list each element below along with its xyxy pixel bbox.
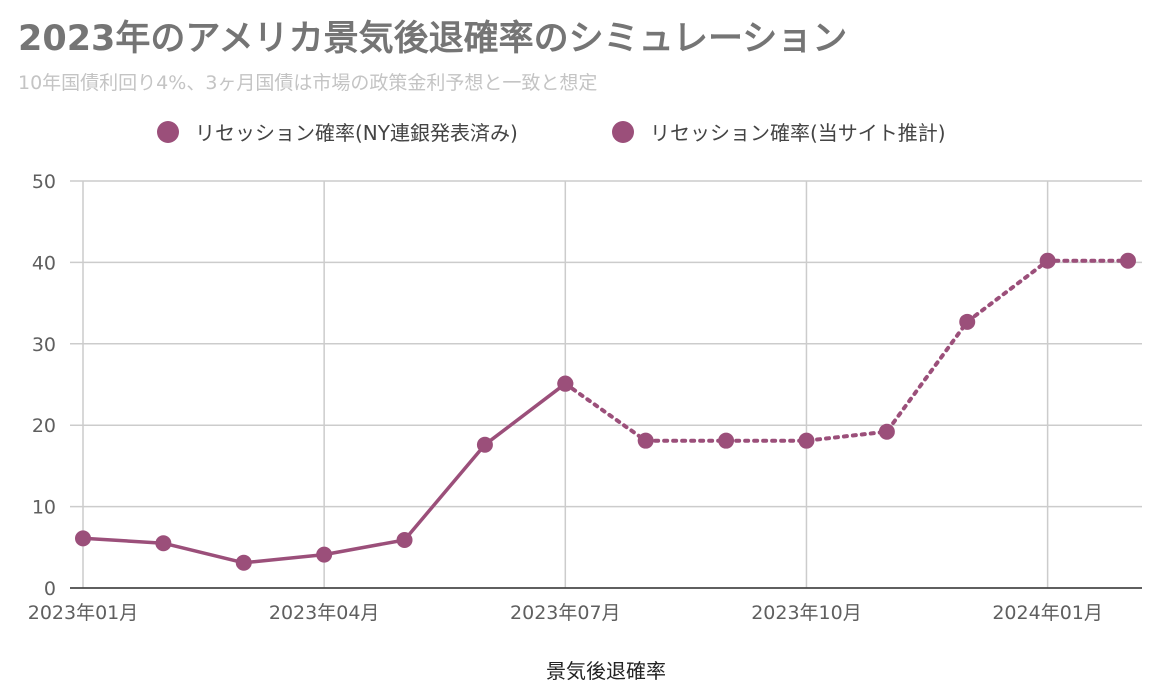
y-tick-label: 10 (32, 497, 56, 519)
legend-marker (612, 121, 634, 143)
data-point[interactable] (637, 432, 654, 449)
x-tick-label: 2023年10月 (751, 602, 862, 624)
series-lines (82, 258, 1130, 565)
y-tick-label: 50 (32, 171, 56, 193)
legend: リセッション確率(NY連銀発表済み) リセッション確率(当サイト推計) (157, 121, 946, 145)
series-points (75, 252, 1136, 571)
x-axis-ticks: 2023年01月 2023年04月 2023年07月 2023年10月 2024年01月 (28, 602, 1103, 624)
chart-subtitle: 10年国債利回り4%、3ヶ月国債は市場の政策金利予想と一致と想定 (18, 72, 598, 94)
data-point[interactable] (798, 432, 815, 449)
data-point[interactable] (75, 530, 91, 547)
data-point[interactable] (476, 436, 493, 453)
y-tick-label: 20 (32, 415, 56, 437)
y-axis-ticks: 0 10 20 30 40 50 (32, 171, 56, 600)
y-tick-label: 0 (44, 578, 56, 600)
data-point[interactable] (316, 546, 333, 563)
legend-label: リセッション確率(NY連銀発表済み) (195, 121, 518, 145)
legend-marker (157, 121, 179, 143)
x-tick-label: 2023年01月 (28, 602, 139, 624)
series-line-1 (563, 258, 1130, 443)
data-point[interactable] (155, 535, 172, 552)
legend-label: リセッション確率(当サイト推計) (650, 121, 946, 145)
data-point[interactable] (878, 423, 895, 440)
x-tick-label: 2024年01月 (992, 602, 1103, 624)
data-point[interactable] (1120, 252, 1136, 269)
data-point[interactable] (718, 432, 735, 449)
grid-lines (70, 180, 1142, 589)
data-point[interactable] (235, 554, 252, 571)
data-point[interactable] (959, 313, 976, 330)
x-tick-label: 2023年07月 (510, 602, 621, 624)
y-tick-label: 40 (32, 252, 56, 274)
x-tick-label: 2023年04月 (269, 602, 380, 624)
data-point[interactable] (557, 375, 574, 392)
data-point[interactable] (396, 531, 413, 548)
x-axis-label: 景気後退確率 (546, 659, 666, 683)
data-point[interactable] (1039, 252, 1056, 269)
y-tick-label: 30 (32, 334, 56, 356)
chart-title: 2023年のアメリカ景気後退確率のシミュレーション (18, 19, 848, 59)
